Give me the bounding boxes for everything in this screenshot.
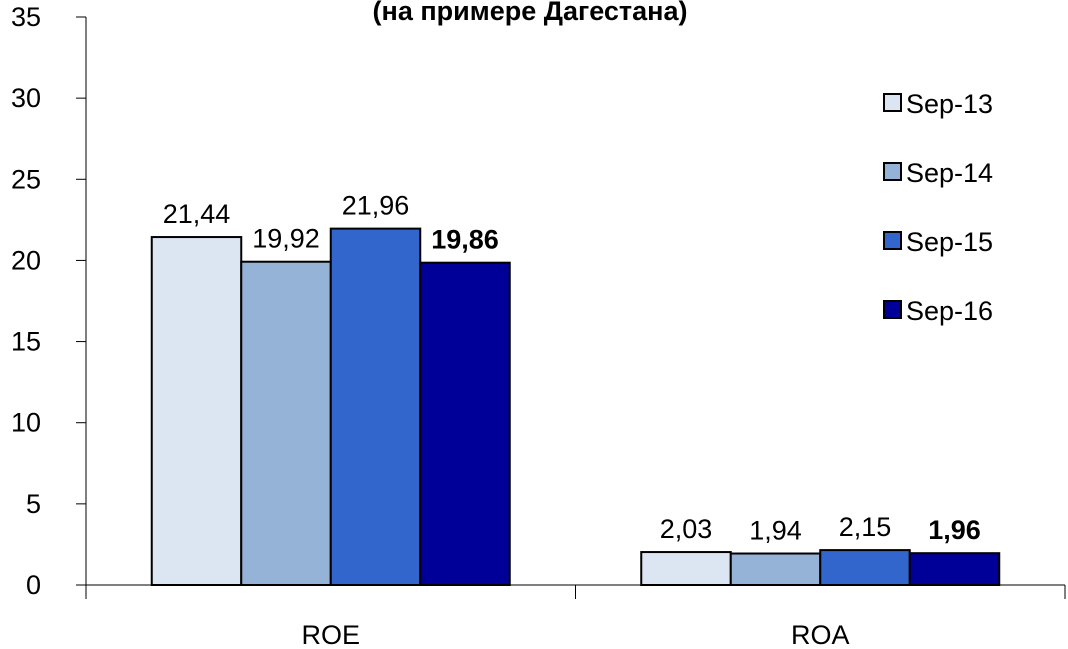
legend-label: Sep-16 [906, 296, 993, 326]
legend-swatch [883, 300, 902, 319]
data-labels-group: 21,44 2,03 19,92 1,94 21,96 2,15 19,86 1,96 [163, 191, 981, 546]
y-tick-label: 35 [11, 2, 41, 32]
y-tick-label: 0 [26, 570, 41, 600]
bars-group [150, 227, 1001, 587]
chart-title: (на примере Дагестана) [373, 0, 688, 26]
bar-sep-14-roe [240, 260, 332, 586]
y-tick-label: 25 [11, 164, 41, 194]
data-label: 19,92 [252, 224, 320, 254]
data-label: 1,94 [749, 516, 802, 546]
legend-label: Sep-13 [906, 89, 993, 119]
y-tick-label: 30 [11, 83, 41, 113]
bar-sep-15-roa [819, 549, 911, 587]
y-tick-label: 20 [11, 245, 41, 275]
legend-swatch [883, 93, 902, 112]
bar-sep-14-roa [729, 552, 822, 587]
data-label: 21,96 [342, 191, 410, 221]
y-tick-label: 10 [11, 408, 41, 438]
data-label: 21,44 [163, 199, 231, 229]
legend-swatch [883, 162, 902, 181]
legend-label: Sep-15 [906, 227, 993, 257]
bar-sep-15-roe [329, 227, 422, 586]
y-tick-label: 15 [11, 327, 41, 357]
bar-sep-16-roe [419, 261, 511, 586]
legend: Sep-13 Sep-14 Sep-15 Sep-16 [883, 89, 993, 326]
bar-sep-13-roa [640, 551, 732, 587]
bar-sep-13-roe [150, 236, 243, 587]
data-label: 19,86 [431, 225, 499, 255]
bar-sep-16-roa [908, 552, 1001, 587]
y-axis: 0 5 10 15 20 25 30 35 [11, 2, 87, 600]
data-label: 1,96 [928, 515, 981, 545]
data-label: 2,03 [660, 514, 713, 544]
x-axis: ROE ROA [85, 584, 1066, 649]
data-label: 2,15 [839, 512, 892, 542]
y-tick-label: 5 [26, 489, 41, 519]
legend-swatch [883, 231, 902, 250]
category-label: ROE [301, 620, 360, 649]
legend-label: Sep-14 [906, 158, 993, 188]
category-label: ROA [791, 620, 850, 649]
